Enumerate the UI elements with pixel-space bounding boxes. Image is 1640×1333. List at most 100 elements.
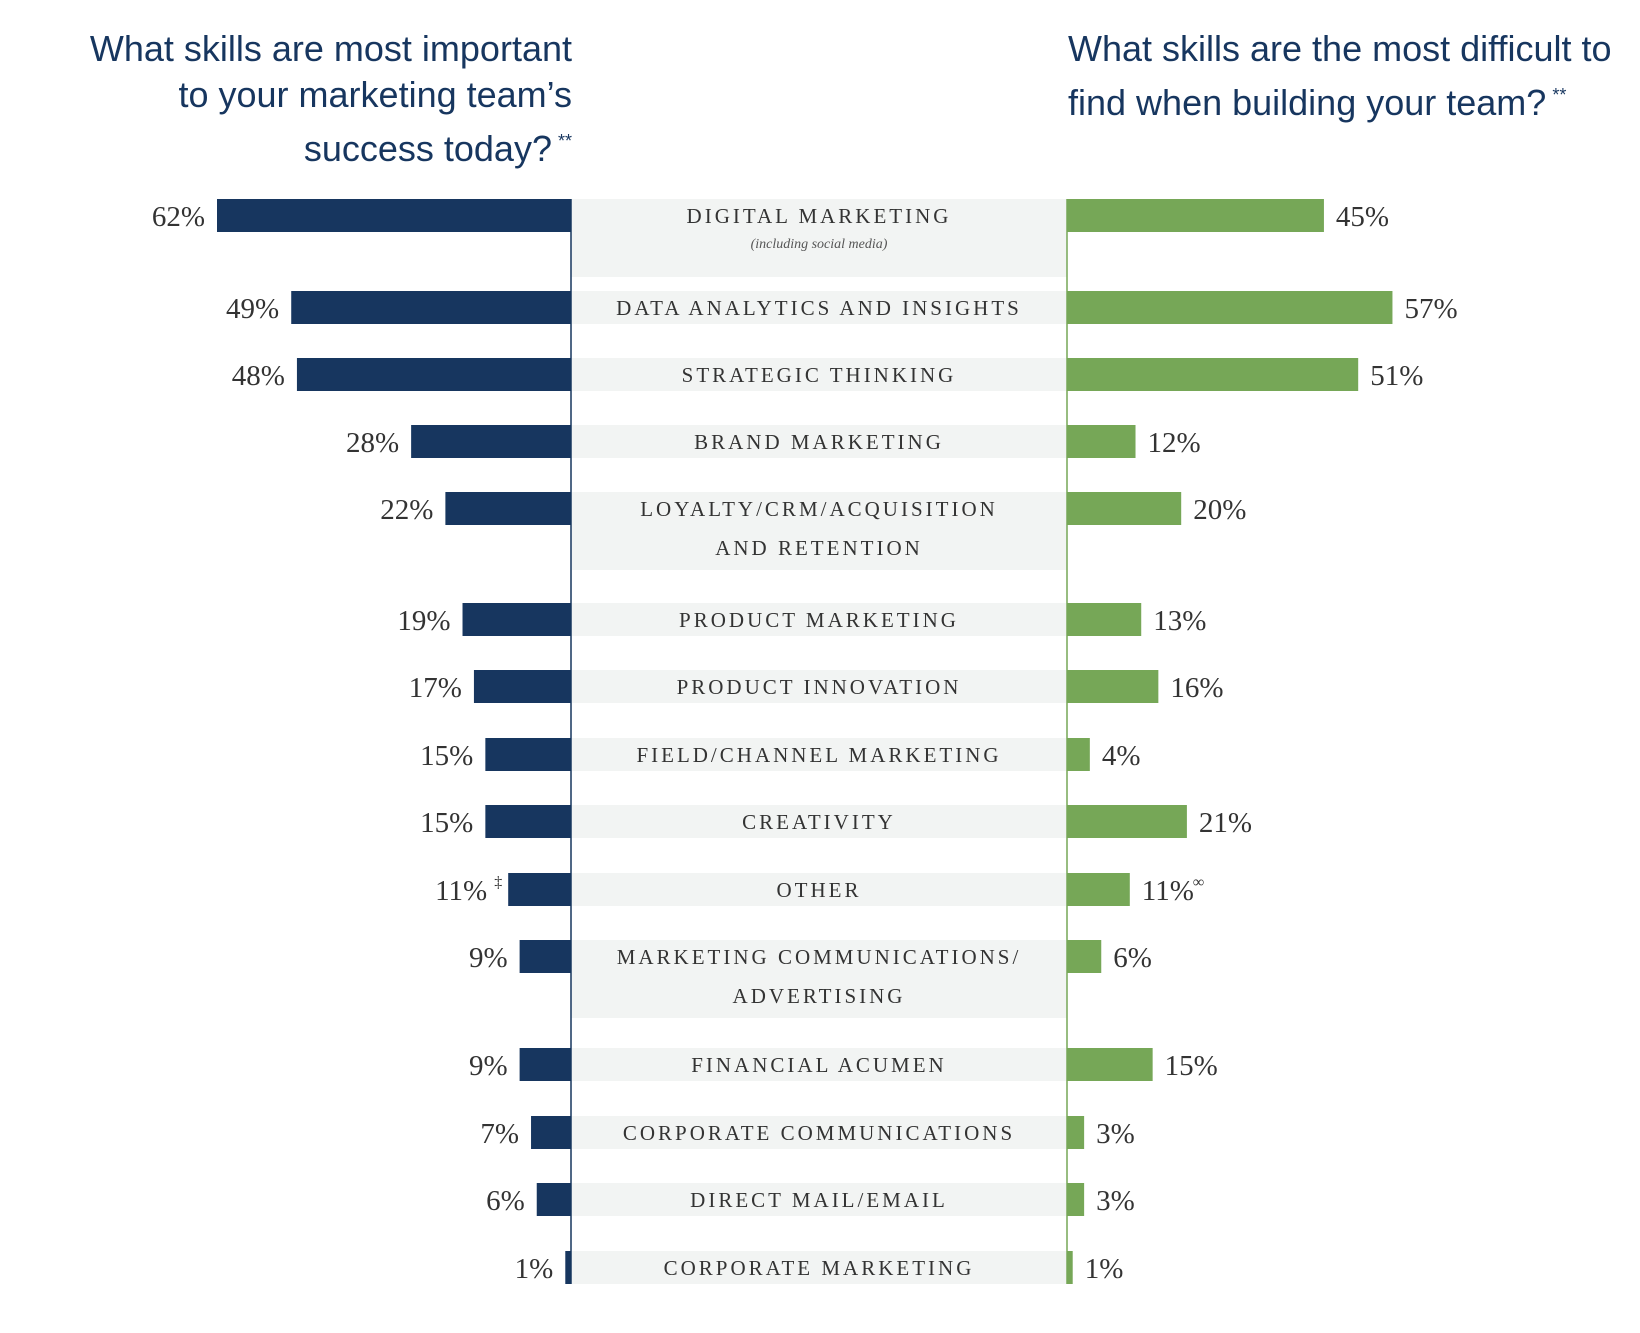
right-value-label: 3% [1096,1118,1135,1150]
category-label: PRODUCT MARKETING [679,608,959,632]
left-value-label: 6% [486,1185,525,1217]
category-label: CORPORATE COMMUNICATIONS [623,1121,1015,1145]
right-bar [1067,1048,1153,1081]
right-value-label: 20% [1193,494,1246,526]
category-band [571,492,1067,570]
left-bar [445,492,571,525]
left-bar [296,358,571,391]
right-value-label: 45% [1336,201,1389,233]
right-value-label: 13% [1153,605,1206,637]
left-bar [462,603,571,636]
right-bar [1067,738,1090,771]
right-bar [1067,805,1187,838]
right-question-heading: What skills are the most difficult to fi… [1068,26,1628,126]
category-band [571,603,1067,636]
right-value-label: 3% [1096,1185,1135,1217]
left-bar [531,1116,571,1149]
right-bar [1067,199,1324,232]
left-value-label: 9% [469,942,508,974]
right-bar [1067,670,1159,703]
category-band [571,291,1067,324]
category-label: LOYALTY/CRM/ACQUISITION [640,497,998,521]
right-value-mark: ∞ [1193,874,1204,891]
left-value-label: 17% [409,672,462,704]
right-bar [1067,291,1393,324]
right-value-label: 21% [1199,807,1252,839]
category-label: STRATEGIC THINKING [682,363,957,387]
left-value-label: 15% [420,807,473,839]
category-band [571,738,1067,771]
left-value-label: 28% [346,427,399,459]
right-bar [1067,1116,1085,1149]
left-bar [565,1251,571,1284]
category-label: FINANCIAL ACUMEN [691,1053,946,1077]
left-bar [519,1048,571,1081]
left-value-label: 62% [152,201,205,233]
right-value-label: 15% [1165,1050,1218,1082]
left-value-label: 49% [226,293,279,325]
right-bar [1067,603,1142,636]
right-value-label: 12% [1148,427,1201,459]
left-value-label: 7% [480,1118,519,1150]
right-bar [1067,425,1136,458]
category-label: DIRECT MAIL/EMAIL [690,1188,948,1212]
category-band [571,199,1067,277]
left-question-heading: What skills are most important to your m… [60,26,572,172]
category-label: MARKETING COMMUNICATIONS/ [617,945,1022,969]
category-label: AND RETENTION [715,536,923,560]
left-bar [519,940,571,973]
right-value-label: 1% [1085,1253,1124,1285]
left-bar [536,1183,571,1216]
category-band [571,1116,1067,1149]
right-question-text: What skills are the most difficult to fi… [1068,28,1612,123]
category-label: ADVERTISING [733,984,906,1008]
right-bar [1067,940,1102,973]
category-label: DIGITAL MARKETING [687,204,952,228]
category-band [571,670,1067,703]
left-value-label: 22% [380,494,433,526]
category-label: BRAND MARKETING [694,430,944,454]
left-bar [508,873,571,906]
category-band [571,873,1067,906]
left-value-label: 1% [515,1253,554,1285]
left-value-mark: ‡ [494,874,502,891]
left-value-label: 15% [420,740,473,772]
right-value-label: 6% [1113,942,1152,974]
category-band [571,1048,1067,1081]
right-value-label: 11% [1142,875,1194,907]
category-band [571,1251,1067,1284]
right-bar [1067,1183,1085,1216]
left-value-label: 11% [435,875,487,907]
right-value-label: 51% [1370,360,1423,392]
category-band [571,1183,1067,1216]
right-bar [1067,1251,1073,1284]
category-label: OTHER [777,878,862,902]
right-bar [1067,358,1359,391]
category-label: CREATIVITY [742,810,896,834]
left-bar [217,199,571,232]
left-bar [485,805,571,838]
left-bar [291,291,571,324]
category-label: DATA ANALYTICS AND INSIGHTS [616,296,1022,320]
right-question-note: ** [1552,85,1567,105]
category-band [571,805,1067,838]
right-bar [1067,873,1130,906]
left-question-note: ** [557,131,572,151]
right-value-label: 57% [1404,293,1457,325]
category-band [571,940,1067,1018]
left-bar [485,738,571,771]
category-label: FIELD/CHANNEL MARKETING [636,743,1001,767]
category-band [571,425,1067,458]
category-band [571,358,1067,391]
category-sub-label: (including social media) [751,237,888,252]
category-label: PRODUCT INNOVATION [677,675,962,699]
right-bar [1067,492,1182,525]
left-value-label: 48% [232,360,285,392]
left-question-text: What skills are most important to your m… [89,28,572,169]
category-label: CORPORATE MARKETING [664,1256,975,1280]
left-value-label: 19% [397,605,450,637]
left-bar [411,425,571,458]
left-bar [473,670,571,703]
right-value-label: 16% [1170,672,1223,704]
